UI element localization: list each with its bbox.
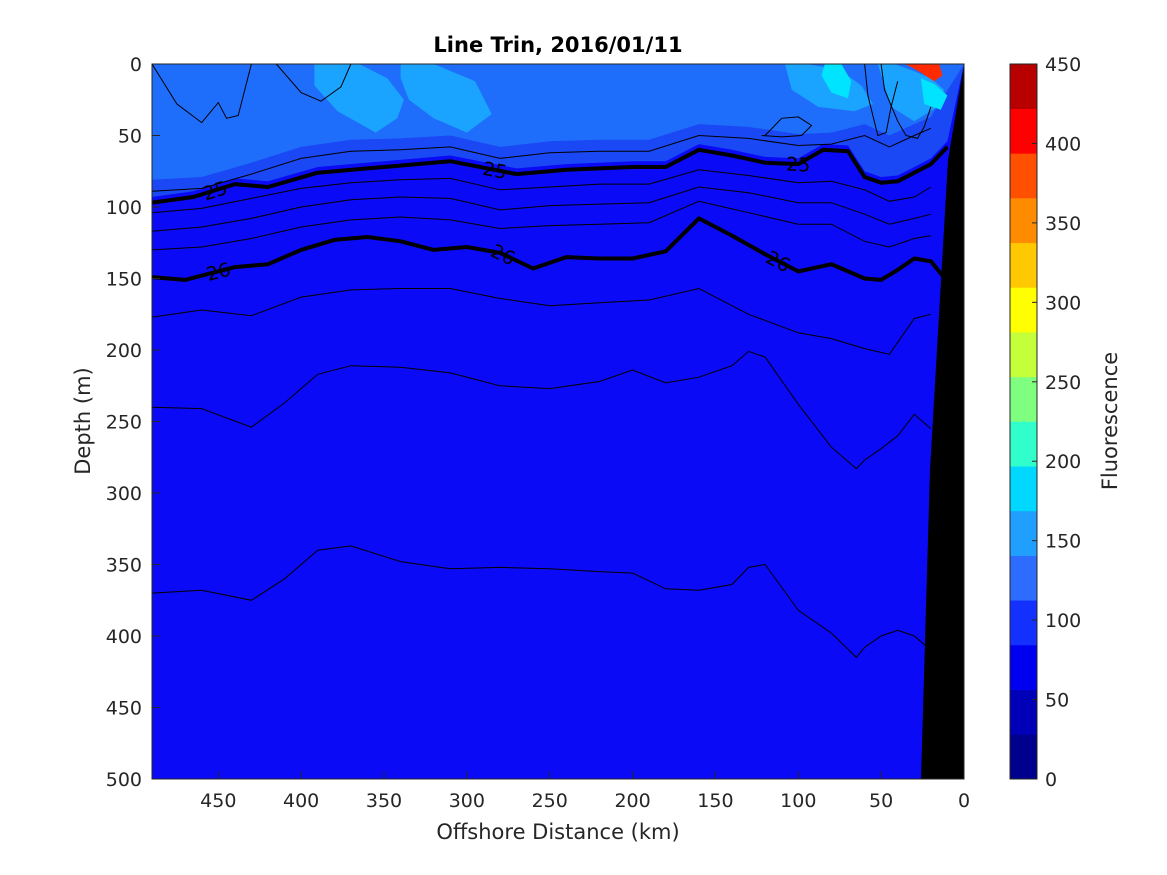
- density-contour-26: [152, 216, 945, 282]
- bright-patch: [314, 64, 404, 133]
- y-tick-label: 400: [106, 626, 142, 648]
- bright-patch: [400, 64, 492, 133]
- colorbar-swatch: [1010, 153, 1037, 199]
- colorbar-swatch: [1010, 108, 1037, 154]
- y-tick-label: 450: [106, 698, 142, 720]
- thin-contour-line: [152, 545, 932, 659]
- seafloor-bathymetry-mask: [921, 64, 964, 779]
- y-tick-label: 150: [106, 269, 142, 291]
- x-axis-label: Offshore Distance (km): [436, 820, 679, 844]
- x-tick-label: 350: [366, 790, 402, 812]
- x-tick-label: 100: [780, 790, 816, 812]
- density-contour-layer: [152, 64, 949, 659]
- colorbar-tick-label: 100: [1045, 610, 1081, 632]
- bright-patch: [920, 78, 948, 110]
- colorbar-frame: [1009, 63, 1038, 780]
- x-tick-label: 300: [449, 790, 485, 812]
- thin-contour-line: [152, 169, 932, 214]
- y-tick-label: 200: [106, 340, 142, 362]
- colorbar-swatch: [1010, 689, 1037, 735]
- bright-patch: [877, 64, 945, 122]
- y-axis-label: Depth (m): [71, 367, 95, 474]
- fluorescence-fill-layer: [152, 64, 964, 779]
- y-tick-label: 500: [106, 769, 142, 791]
- thin-contour-line: [152, 200, 931, 251]
- colorbar-swatch: [1010, 242, 1037, 288]
- y-tick-label: 250: [106, 412, 142, 434]
- y-tick-label: 100: [106, 197, 142, 219]
- colorbar-swatch: [1010, 600, 1037, 646]
- colorbar-swatch: [1010, 376, 1037, 422]
- colorbar-swatch: [1010, 287, 1037, 333]
- x-tick-label: 150: [697, 790, 733, 812]
- x-tick-label: 200: [614, 790, 650, 812]
- chart-title: Line Trin, 2016/01/11: [433, 33, 682, 57]
- thin-contour-line: [152, 64, 252, 124]
- x-tick-label: 450: [200, 790, 236, 812]
- colorbar-tick-label: 0: [1045, 769, 1057, 791]
- colorbar-swatch: [1010, 466, 1037, 512]
- y-axis: 0 50 100 150 200 250 300 350 400 450 500: [106, 54, 160, 791]
- colorbar: 0 50 100 150 200 250 300 350 400 450: [1009, 54, 1081, 791]
- colorbar-swatch: [1010, 421, 1037, 467]
- colorbar-tick-label: 350: [1045, 213, 1081, 235]
- colorbar-tick-label: 450: [1045, 54, 1081, 76]
- y-tick-label: 50: [118, 126, 142, 148]
- bright-patch: [821, 64, 852, 99]
- colorbar-tick-label: 200: [1045, 451, 1081, 473]
- colorbar-tick-label: 300: [1045, 292, 1081, 314]
- colorbar-swatch: [1010, 332, 1037, 378]
- x-tick-label: 400: [283, 790, 319, 812]
- colorbar-swatch: [1010, 555, 1037, 601]
- x-tick-label: 0: [958, 790, 970, 812]
- colorbar-swatch: [1010, 198, 1037, 244]
- colorbar-swatch: [1010, 64, 1037, 109]
- colorbar-tick-label: 250: [1045, 372, 1081, 394]
- hotspot-patch: [904, 64, 943, 82]
- thin-contour-line: [761, 116, 813, 138]
- thin-contour-line: [275, 64, 352, 102]
- colorbar-swatch: [1010, 644, 1037, 690]
- thin-contour-line: [152, 287, 932, 355]
- y-tick-label: 300: [106, 483, 142, 505]
- thin-contour-line: [152, 127, 932, 192]
- x-tick-label: 50: [869, 790, 893, 812]
- colorbar-tick-label: 150: [1045, 531, 1081, 553]
- colorbar-swatch: [1010, 510, 1037, 556]
- y-tick-label: 0: [130, 54, 142, 76]
- thin-contour-line: [864, 64, 899, 137]
- density-contour-25: [152, 145, 949, 205]
- thin-contour-line: [152, 350, 932, 470]
- contour-label-25: 25: [481, 158, 509, 184]
- y-tick-label: 350: [106, 555, 142, 577]
- colorbar-swatch: [1010, 734, 1037, 780]
- thin-contour-line: [880, 64, 932, 139]
- contour-label-25: 25: [786, 154, 811, 177]
- colorbar-tick-label: 50: [1045, 690, 1069, 712]
- thin-contour-line: [152, 186, 932, 232]
- colorbar-tick-label: 400: [1045, 133, 1081, 155]
- colorbar-label: Fluorescence: [1098, 352, 1122, 490]
- x-tick-label: 250: [532, 790, 568, 812]
